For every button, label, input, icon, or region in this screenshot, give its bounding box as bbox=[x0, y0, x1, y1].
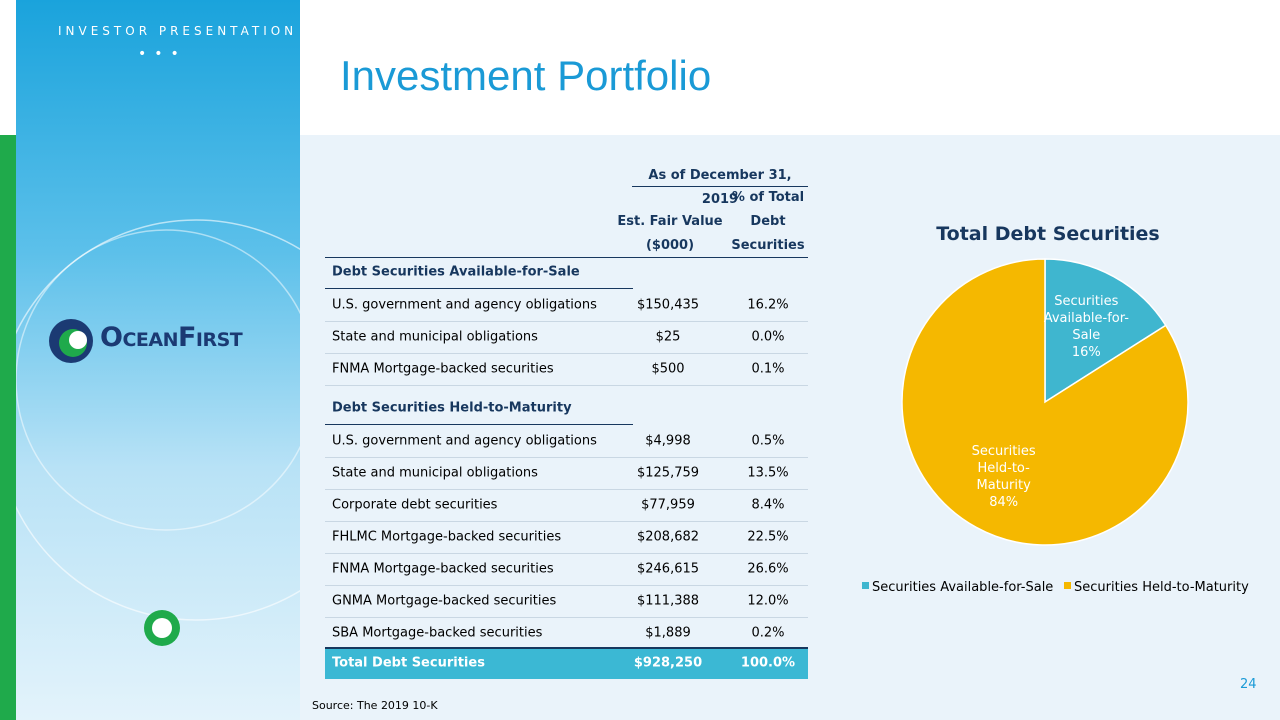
legend-label: Securities Available-for-Sale bbox=[872, 580, 1053, 595]
row-rule bbox=[325, 617, 808, 618]
row-label: U.S. government and agency obligations bbox=[332, 297, 597, 313]
legend-swatch bbox=[862, 582, 869, 589]
row-label: GNMA Mortgage-backed securities bbox=[332, 593, 557, 609]
row-rule bbox=[325, 553, 808, 554]
kicker: INVESTOR PRESENTATION bbox=[58, 24, 298, 38]
row-value: $208,682 bbox=[636, 529, 700, 545]
row-value: $150,435 bbox=[636, 297, 700, 313]
row-pct: 22.5% bbox=[747, 529, 789, 545]
logo-text: OceanFirst bbox=[100, 322, 243, 353]
row-pct: 16.2% bbox=[747, 297, 789, 313]
row-pct: 0.5% bbox=[751, 433, 785, 449]
row-label: Corporate debt securities bbox=[332, 497, 498, 513]
row-label: Total Debt Securities bbox=[332, 655, 485, 671]
row-pct: 26.6% bbox=[747, 561, 789, 577]
row-value: $125,759 bbox=[636, 465, 700, 481]
row-label: U.S. government and agency obligations bbox=[332, 433, 597, 449]
legend-label: Securities Held-to-Maturity bbox=[1074, 580, 1249, 595]
header-rule bbox=[632, 186, 808, 187]
section-title: Debt Securities Available-for-Sale bbox=[332, 264, 580, 280]
slice-label: Securities Available-for-Sale 16% bbox=[1041, 293, 1131, 361]
side-decoration bbox=[16, 219, 300, 646]
column-header: % of Total Debt Securities bbox=[731, 190, 805, 253]
section-rule bbox=[325, 424, 633, 425]
row-label: State and municipal obligations bbox=[332, 329, 538, 345]
section-rule bbox=[325, 288, 633, 289]
row-value: $111,388 bbox=[636, 593, 700, 609]
row-pct: 0.1% bbox=[751, 361, 785, 377]
row-label: FNMA Mortgage-backed securities bbox=[332, 361, 554, 377]
row-pct: 0.0% bbox=[751, 329, 785, 345]
row-value: $25 bbox=[655, 329, 681, 345]
row-value: $77,959 bbox=[641, 497, 695, 513]
section-title: Debt Securities Held-to-Maturity bbox=[332, 400, 572, 416]
page-number: 24 bbox=[1240, 677, 1257, 692]
row-rule bbox=[325, 585, 808, 586]
row-label: SBA Mortgage-backed securities bbox=[332, 625, 543, 641]
slice-value: 84% bbox=[989, 495, 1019, 511]
pie-slice bbox=[1044, 258, 1167, 404]
pie-slice bbox=[901, 258, 1189, 546]
row-value: $4,998 bbox=[645, 433, 691, 449]
slice-category: Securities Held-to-Maturity bbox=[971, 444, 1036, 494]
slice-value: 16% bbox=[1071, 344, 1101, 360]
row-label: FHLMC Mortgage-backed securities bbox=[332, 529, 562, 545]
row-pct: 8.4% bbox=[751, 497, 785, 513]
row-value: $1,889 bbox=[645, 625, 691, 641]
row-pct: 0.2% bbox=[751, 625, 785, 641]
row-rule bbox=[325, 321, 808, 322]
row-rule bbox=[325, 385, 808, 386]
header-rule bbox=[325, 257, 808, 258]
row-value: $928,250 bbox=[633, 655, 703, 671]
slide-title: Investment Portfolio bbox=[340, 52, 712, 99]
row-value: $246,615 bbox=[636, 561, 700, 577]
row-value: $500 bbox=[651, 361, 685, 377]
legend-swatch bbox=[1064, 582, 1071, 589]
row-rule bbox=[325, 489, 808, 490]
column-header: Est. Fair Value ($000) bbox=[617, 214, 723, 253]
row-pct: 100.0% bbox=[740, 655, 796, 671]
row-rule bbox=[325, 353, 808, 354]
row-rule bbox=[325, 521, 808, 522]
source: Source: The 2019 10-K bbox=[312, 699, 438, 712]
row-pct: 12.0% bbox=[747, 593, 789, 609]
slice-category: Securities Available-for-Sale bbox=[1043, 293, 1129, 343]
row-pct: 13.5% bbox=[747, 465, 789, 481]
slice-label: Securities Held-to-Maturity 84% bbox=[959, 443, 1049, 511]
total-band bbox=[325, 647, 808, 679]
side-panel bbox=[16, 0, 300, 720]
row-rule bbox=[325, 457, 808, 458]
dots: ••• bbox=[138, 46, 187, 62]
chart-title: Total Debt Securities bbox=[936, 223, 1160, 245]
green-strip bbox=[0, 135, 16, 720]
date-header: As of December 31, 2019 bbox=[648, 168, 792, 207]
row-label: State and municipal obligations bbox=[332, 465, 538, 481]
row-label: FNMA Mortgage-backed securities bbox=[332, 561, 554, 577]
